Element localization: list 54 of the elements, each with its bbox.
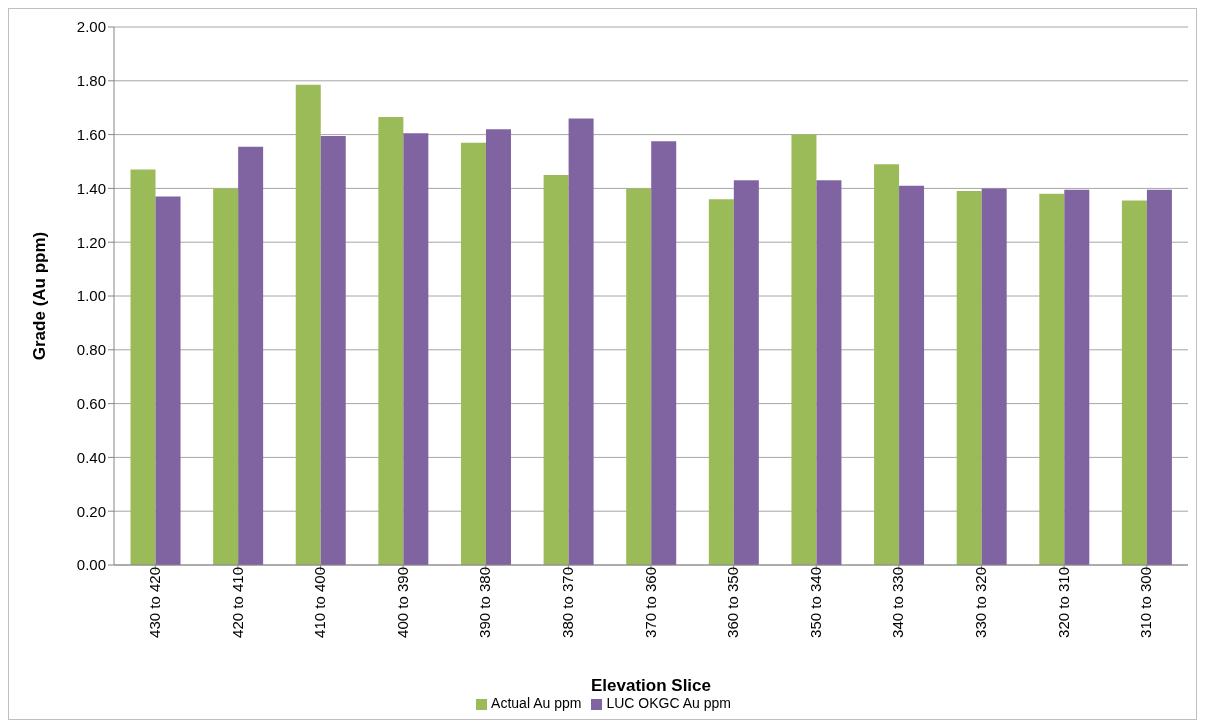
x-tick-label: 370 to 360 xyxy=(641,567,659,638)
bar xyxy=(213,188,239,565)
legend-label: Actual Au ppm xyxy=(491,695,582,711)
bar xyxy=(1064,189,1090,565)
bar xyxy=(626,188,652,565)
bar xyxy=(403,133,429,565)
y-tick-label: 1.80 xyxy=(76,72,106,90)
bar xyxy=(651,141,677,565)
bar xyxy=(130,169,156,565)
bar xyxy=(791,134,817,565)
x-tick-label: 350 to 340 xyxy=(806,567,824,638)
bar xyxy=(1121,200,1147,565)
bar xyxy=(956,191,982,565)
x-tick-label: 390 to 380 xyxy=(476,567,494,638)
bar xyxy=(733,180,759,565)
x-tick-label: 310 to 300 xyxy=(1137,567,1155,638)
x-axis-title: Elevation Slice xyxy=(591,676,711,695)
bar xyxy=(816,180,842,565)
y-tick-label: 0.40 xyxy=(76,448,106,466)
bar xyxy=(874,164,900,565)
y-tick-label: 0.60 xyxy=(76,394,106,412)
x-tick-label: 340 to 330 xyxy=(889,567,907,638)
x-tick-label: 320 to 310 xyxy=(1054,567,1072,638)
bar xyxy=(320,135,346,565)
x-tick-label: 400 to 390 xyxy=(393,567,411,638)
y-tick-label: 1.20 xyxy=(76,233,106,251)
y-tick-label: 0.80 xyxy=(76,341,106,359)
bar xyxy=(378,117,404,565)
bar xyxy=(295,84,321,565)
bar xyxy=(485,129,511,565)
x-tick-label: 380 to 370 xyxy=(559,567,577,638)
x-tick-label: 420 to 410 xyxy=(228,567,246,638)
bar xyxy=(155,196,181,565)
bar xyxy=(238,146,264,565)
x-tick-label: 360 to 350 xyxy=(724,567,742,638)
y-tick-label: 2.00 xyxy=(76,18,106,36)
bar xyxy=(708,199,734,565)
bar xyxy=(460,142,486,565)
x-tick-label: 330 to 320 xyxy=(972,567,990,638)
bar xyxy=(899,185,925,565)
bar xyxy=(981,188,1007,565)
y-tick-label: 1.00 xyxy=(76,287,106,305)
y-tick-label: 0.20 xyxy=(76,502,106,520)
y-tick-label: 1.60 xyxy=(76,125,106,143)
legend-label: LUC OKGC Au ppm xyxy=(606,695,731,711)
bar xyxy=(1039,193,1065,565)
bar xyxy=(543,174,569,565)
x-tick-label: 430 to 420 xyxy=(145,567,163,638)
y-axis-title: Grade (Au ppm) xyxy=(30,231,50,361)
bar xyxy=(568,118,594,565)
bar xyxy=(1146,189,1172,565)
y-tick-label: 0.00 xyxy=(76,556,106,574)
y-tick-label: 1.40 xyxy=(76,179,106,197)
x-tick-label: 410 to 400 xyxy=(311,567,329,638)
